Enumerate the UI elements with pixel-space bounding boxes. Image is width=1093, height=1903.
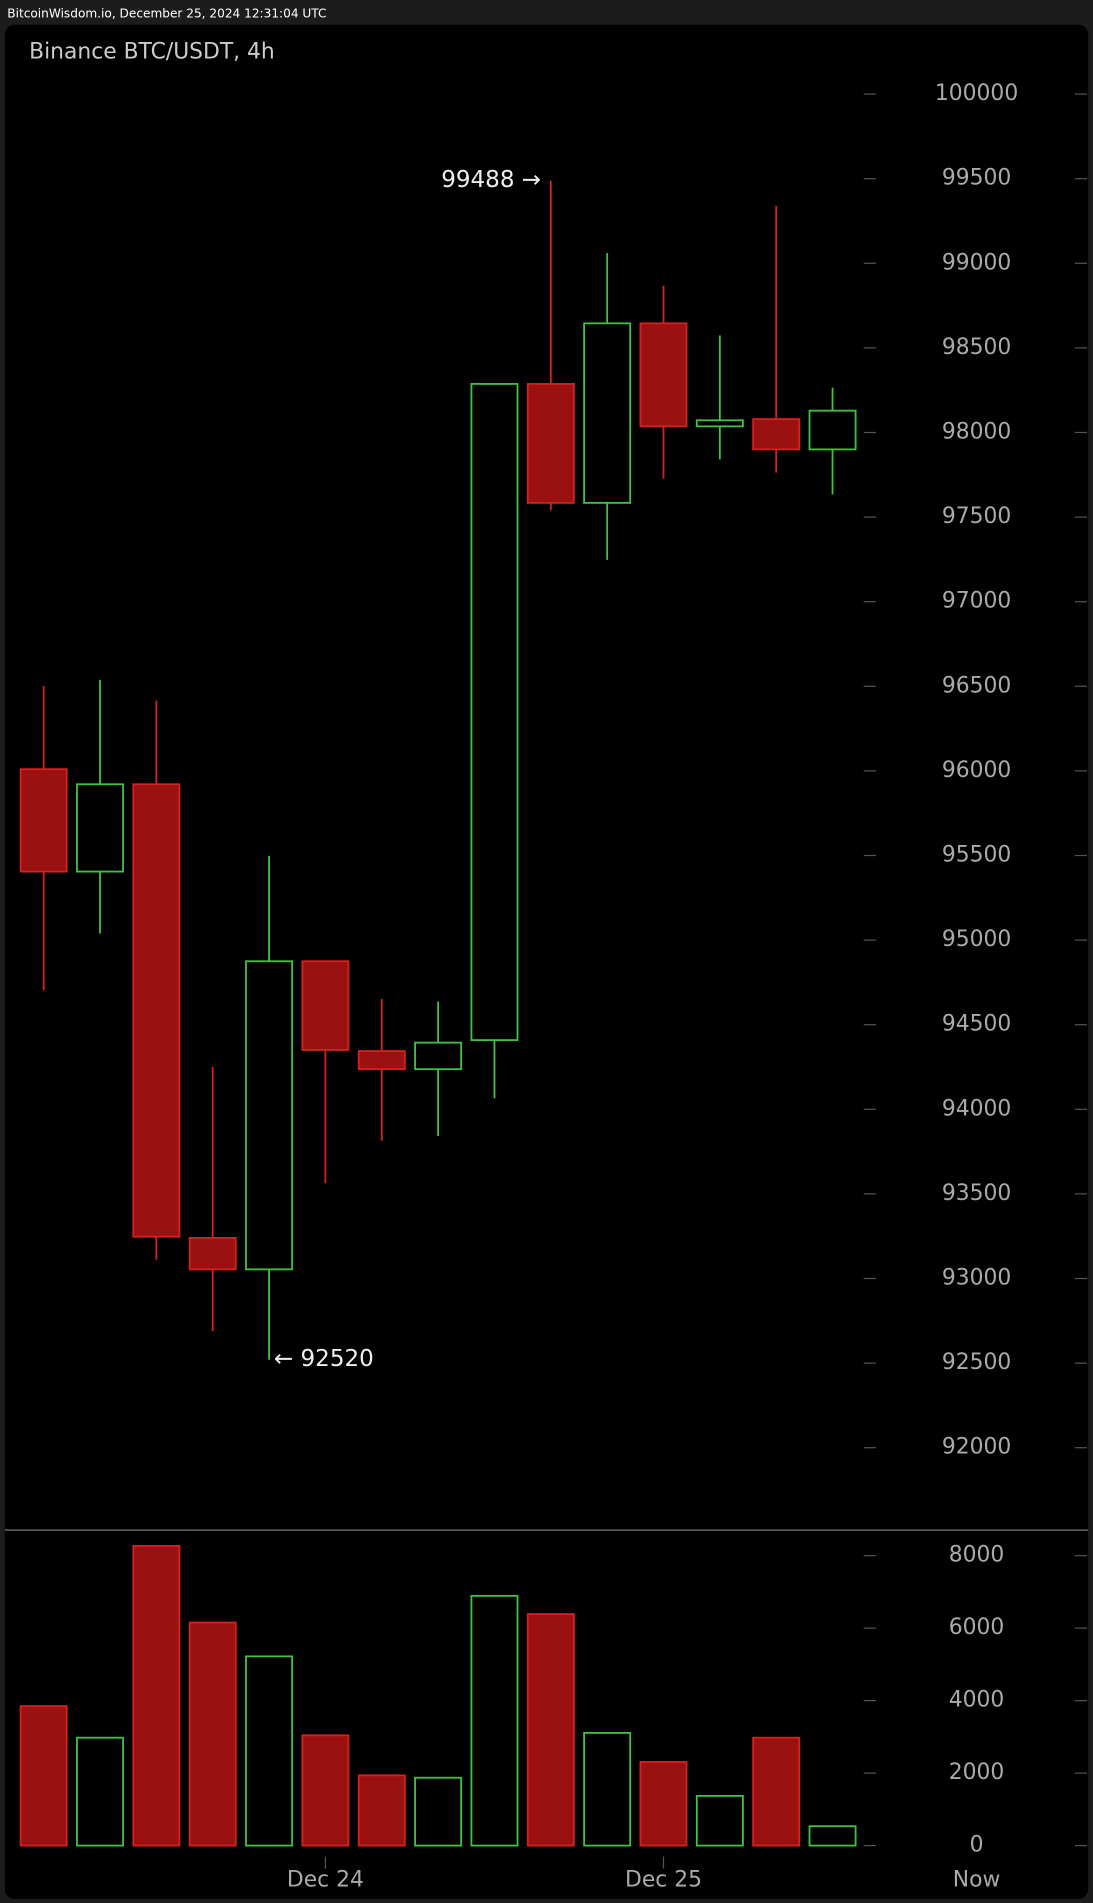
- y-tick-label: 95000: [942, 927, 1011, 952]
- y-tick-label: 2000: [949, 1760, 1005, 1785]
- volume-bar: [357, 1774, 406, 1847]
- y-tick-label: 93000: [942, 1266, 1011, 1291]
- now-label: Now: [953, 1868, 1001, 1893]
- y-tick-label: 92000: [942, 1435, 1011, 1460]
- volume-bar: [470, 1594, 519, 1847]
- candle-body: [470, 383, 519, 1042]
- y-tick-label: 92500: [942, 1350, 1011, 1375]
- volume-bar: [414, 1776, 463, 1847]
- annotation: ← 92520: [274, 1346, 374, 1372]
- y-tick-label: 6000: [949, 1615, 1005, 1640]
- candle-body: [19, 768, 68, 873]
- volume-bar: [695, 1794, 744, 1847]
- header: BitcoinWisdom.io, December 25, 2024 12:3…: [7, 6, 326, 20]
- y-tick-label: 98500: [942, 335, 1011, 360]
- volume-bar: [301, 1734, 350, 1847]
- x-tick-label: Dec 24: [287, 1868, 364, 1893]
- candle-body: [301, 960, 350, 1051]
- y-tick-label: 100000: [935, 81, 1018, 106]
- y-tick-label: 99000: [942, 250, 1011, 275]
- y-tick-label: 94000: [942, 1096, 1011, 1121]
- y-tick-label: 98000: [942, 419, 1011, 444]
- panel: [4, 24, 1089, 1899]
- candle-body: [357, 1050, 406, 1071]
- volume-bar: [245, 1655, 294, 1847]
- candle-body: [695, 419, 744, 428]
- candle-body: [583, 322, 632, 504]
- volume-bar: [752, 1736, 801, 1847]
- candle-body: [526, 383, 575, 504]
- volume-bar: [808, 1825, 857, 1847]
- y-tick-label: 97000: [942, 589, 1011, 614]
- y-tick-label: 94500: [942, 1012, 1011, 1037]
- candle-body: [414, 1041, 463, 1071]
- y-tick-label: 99500: [942, 166, 1011, 191]
- annotation: 99488 →: [441, 167, 541, 193]
- volume-bar: [639, 1761, 688, 1847]
- y-tick-label: 96500: [942, 673, 1011, 698]
- y-tick-label: 4000: [949, 1688, 1005, 1713]
- y-tick-label: 96000: [942, 758, 1011, 783]
- volume-bar: [526, 1613, 575, 1847]
- candle-body: [639, 322, 688, 428]
- y-tick-label: 93500: [942, 1181, 1011, 1206]
- volume-bar: [188, 1621, 237, 1847]
- volume-bar: [76, 1736, 124, 1847]
- candle-body: [188, 1236, 237, 1271]
- volume-bar: [583, 1731, 632, 1847]
- candle-body: [76, 783, 124, 873]
- y-tick-label: 0: [970, 1833, 984, 1858]
- volume-bar: [19, 1705, 68, 1847]
- volume-bar: [132, 1545, 181, 1847]
- y-tick-label: 97500: [942, 504, 1011, 529]
- candle-body: [245, 960, 294, 1271]
- x-tick-label: Dec 25: [625, 1868, 702, 1893]
- candle-body: [808, 409, 857, 451]
- candle-body: [752, 418, 801, 451]
- candle-body: [132, 783, 181, 1238]
- y-tick-label: 8000: [949, 1543, 1005, 1568]
- y-tick-label: 95500: [942, 842, 1011, 867]
- chart-title: Binance BTC/USDT, 4h: [29, 40, 275, 65]
